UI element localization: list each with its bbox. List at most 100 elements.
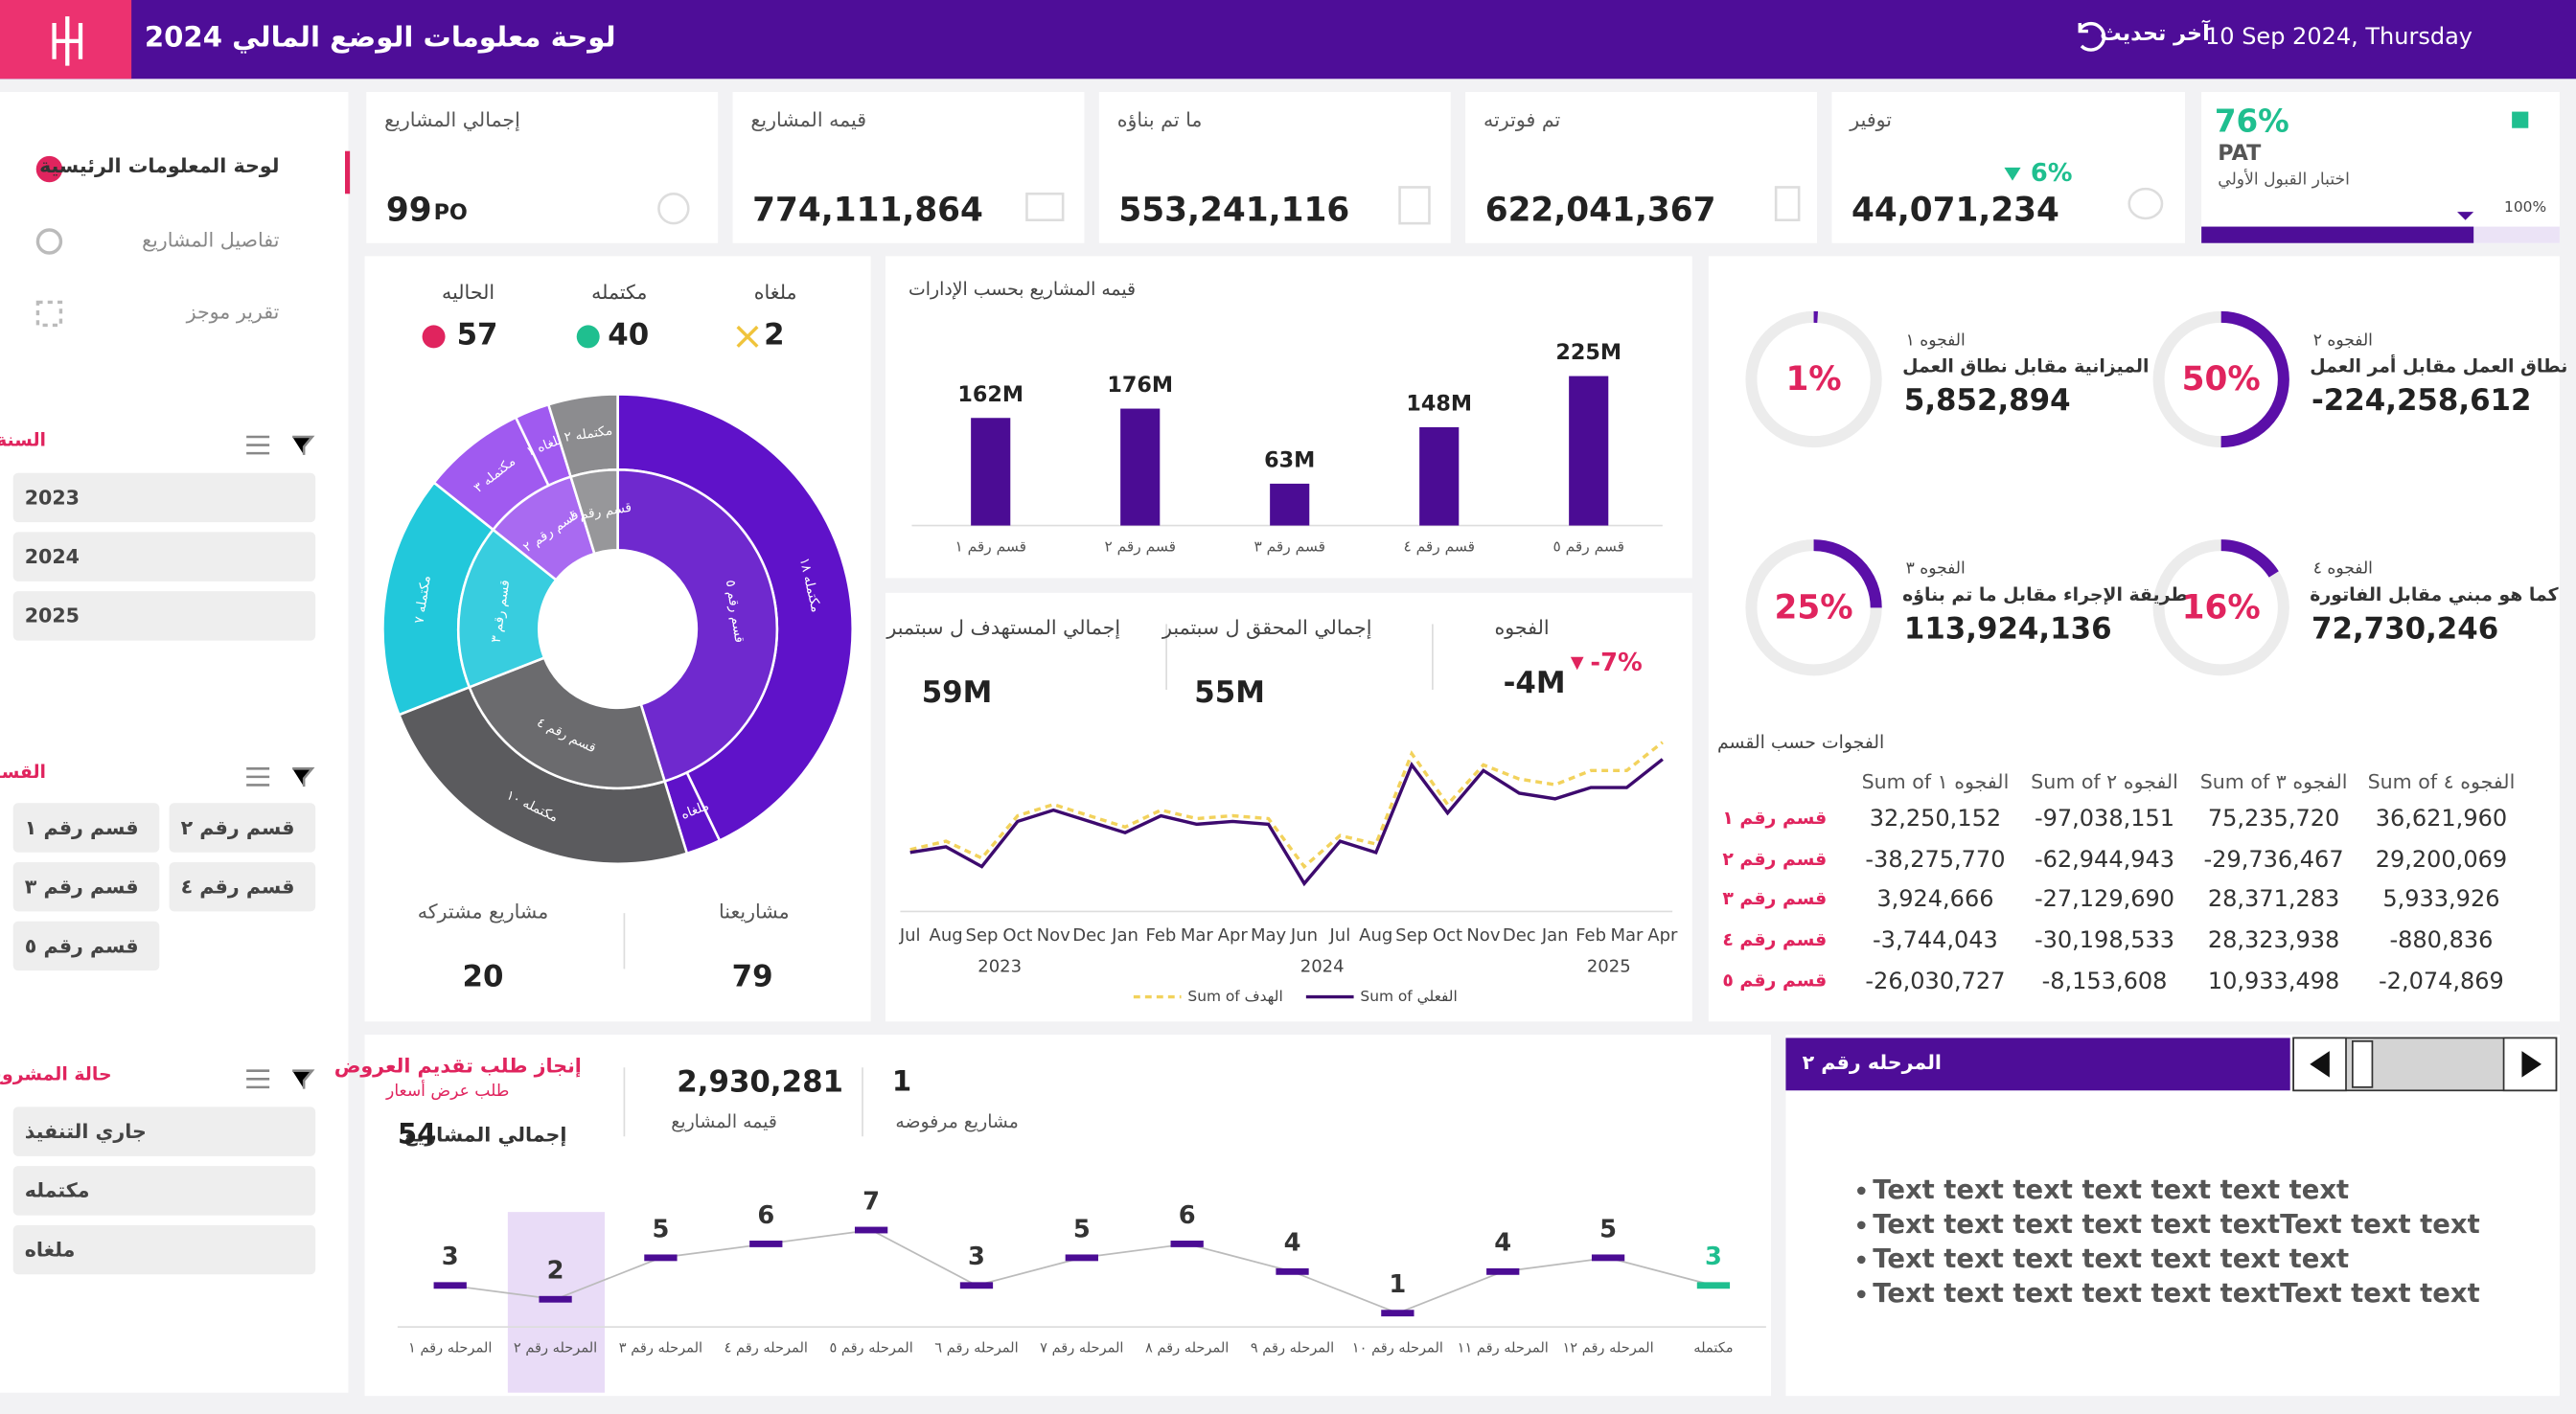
bar-chart-title: قيمه المشاريع بحسب الإدارات (908, 278, 1137, 301)
year-label: 2023 (978, 957, 1022, 977)
x-tick-label: Jun (1290, 925, 1318, 946)
kpi-title: تم فوترته (1484, 108, 1561, 132)
x-tick-label: Apr (1218, 925, 1249, 946)
x-tick-label: قسم رقم ٣ (1254, 537, 1325, 555)
stage-selector[interactable]: المرحله رقم ٢ (1802, 1051, 1942, 1075)
gap-subtitle: كما هو مبني مقابل الفاتورة (2310, 583, 2559, 606)
x-tick-label: Apr (1647, 925, 1678, 946)
sunburst-inner-segment (568, 468, 619, 556)
x-tick-label: Jul (1329, 925, 1351, 946)
x-tick-label: Oct (1002, 925, 1032, 946)
rejected-value: 1 (891, 1065, 912, 1100)
filter-option[interactable]: 2023 (12, 472, 316, 523)
stage-label: 6 (1179, 1201, 1196, 1230)
header-bar (0, 0, 2576, 80)
table-row-label: قسم رقم ٥ (1722, 969, 1828, 992)
table-title: الفجوات حسب القسم (1716, 732, 1885, 754)
gap-value: -224,258,612 (2312, 383, 2532, 419)
gap-label: الفجوه (1494, 616, 1550, 640)
stage-label: 5 (1599, 1215, 1617, 1243)
x-tick-label: المرحله رقم ٣ (619, 1339, 702, 1356)
table-cell: 75,235,720 (2207, 806, 2340, 833)
stage-title: إنجاز طلب تقديم العروض (334, 1054, 582, 1078)
filter-option[interactable]: قسم رقم ٣ (12, 862, 160, 912)
stage-label: 3 (1705, 1243, 1722, 1271)
sunburst-inner-segment (616, 468, 779, 784)
refresh-icon[interactable] (2078, 22, 2106, 52)
x-tick-label: Aug (1359, 925, 1392, 946)
sunburst-inner-segment (468, 655, 667, 790)
segment-label: مكتمله ٢ (564, 422, 613, 445)
scroll-right[interactable] (2502, 1037, 2558, 1092)
kpi-title: إجمالي المشاريع (384, 108, 520, 132)
target-value: 59M (921, 675, 993, 711)
filter-option[interactable]: قسم رقم ٥ (12, 921, 160, 971)
x-tick-label: قسم رقم ٤ (1403, 537, 1475, 555)
stage-total: 54 (397, 1118, 437, 1152)
x-tick-label: May (1251, 925, 1287, 946)
kpi-title: قيمه المشاريع (750, 108, 867, 132)
target-label: إجمالي المستهدف ل سبتمبر (886, 616, 1121, 640)
table-cell: 32,250,152 (1869, 806, 2002, 833)
scroll-thumb[interactable] (2352, 1040, 2374, 1088)
status-icon (736, 325, 759, 348)
filter-option[interactable]: 2025 (12, 591, 316, 641)
gap-title: الفجوه ١ (1905, 331, 1966, 351)
table-cell: 28,323,938 (2207, 927, 2340, 955)
nav-item[interactable]: لوحة المعلومات الرئيسية (39, 154, 280, 178)
stage-marker (1276, 1267, 1309, 1275)
filter-option[interactable]: 2024 (12, 532, 316, 582)
stage-marker (433, 1282, 467, 1289)
filter-option[interactable]: مكتمله (12, 1166, 316, 1216)
gaps-panel (1708, 256, 2560, 1022)
kpi-value: 774,111,864 (752, 190, 983, 230)
note: Text text text text text textText text t… (1873, 1208, 2480, 1240)
filter-option[interactable]: جاري التنفيذ (12, 1106, 316, 1156)
x-tick-label: المرحله رقم ١٢ (1562, 1339, 1653, 1356)
gap-percent: 50% (2181, 358, 2261, 399)
bar (1120, 408, 1161, 526)
status-label: مكتمله (591, 281, 648, 305)
filter-option[interactable]: قسم رقم ١ (12, 803, 160, 853)
stage-marker (959, 1282, 994, 1289)
actual-value: 55M (1194, 675, 1265, 711)
nav-item[interactable]: تقرير موجز (186, 300, 280, 324)
actual-label: إجمالي المحقق ل سبتمبر (1162, 616, 1372, 640)
year-label: 2025 (1587, 957, 1631, 977)
gap-title: الفجوه ٣ (1905, 560, 1966, 579)
nav-item[interactable]: تفاصيل المشاريع (142, 228, 280, 252)
stage-label: 6 (757, 1201, 774, 1230)
dividers (623, 624, 1434, 1137)
table-cell: -38,275,770 (1865, 846, 2006, 874)
notes-panel (1785, 1035, 2560, 1397)
table-row-label: قسم رقم ٣ (1722, 888, 1828, 910)
stage-label: 4 (1494, 1229, 1511, 1258)
filter-option[interactable]: قسم رقم ٤ (169, 862, 316, 912)
filter-title: السنة (0, 429, 47, 451)
kpi-card (1465, 92, 1818, 243)
gap-subtitle: الميزانية مقابل نطاق العمل (1902, 355, 2150, 377)
table-header: Sum of الفجوه ٢ (2031, 770, 2178, 794)
pat-max: 100% (2504, 199, 2547, 217)
down-arrow (1570, 656, 1584, 671)
table-cell: -27,129,690 (2034, 887, 2175, 914)
note: Text text text text text text text (1873, 1174, 2350, 1205)
status-icon (422, 325, 446, 349)
kpi-value: 622,041,367 (1484, 190, 1716, 230)
kpi-unit: PO (433, 201, 468, 226)
bar (1569, 376, 1609, 526)
bar-label: 162M (957, 382, 1024, 407)
table-header: Sum of الفجوه ١ (1861, 770, 2010, 794)
filter-option[interactable]: قسم رقم ٢ (169, 803, 316, 853)
table-cell: -97,038,151 (2034, 806, 2175, 833)
bar-label: 63M (1264, 447, 1315, 472)
line-panel (886, 592, 1692, 1022)
filter-option[interactable]: ملغاه (12, 1224, 316, 1275)
bullets (1857, 1186, 1866, 1299)
kpi-title: توفير (1850, 108, 1893, 132)
shared-label: مشاريع مشتركه (417, 900, 549, 924)
sunburst-inner-segment (457, 528, 559, 689)
pat-card (2201, 92, 2560, 243)
x-tick-label: مكتمله (1693, 1339, 1733, 1356)
